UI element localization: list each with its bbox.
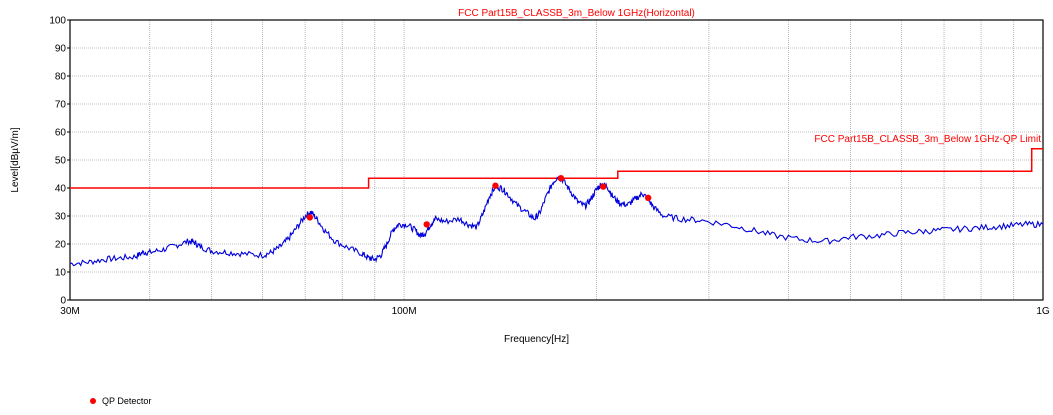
limit-line-label: FCC Part15B_CLASSB_3m_Below 1GHz-QP Limi… [814,134,1041,145]
legend-label: QP Detector [102,396,152,406]
y-tick-label: 100 [49,16,66,27]
y-tick-label: 30 [55,212,67,223]
qp-detector-point [492,182,499,189]
y-axis-label: Level[dBµV/m] [10,127,21,192]
points-layer [306,175,652,228]
qp-detector-point [423,221,430,228]
qp-detector-point [306,214,314,221]
text-layer: 0 10 20 30 40 50 60 70 80 90 100 30M 100M 1G Frequency… [10,8,1050,345]
y-tick-label: 50 [55,156,67,167]
y-tick-label: 40 [55,184,67,195]
y-tick-label: 90 [55,44,67,55]
qp-detector-point [600,183,607,190]
y-tick-label: 0 [60,296,66,307]
grid-layer [69,19,1044,301]
qp-limit-line [70,148,1043,189]
qp-detector-marker-icon [90,398,96,404]
limit-layer [70,148,1043,189]
x-tick-label: 100M [392,306,417,317]
x-axis-label: Frequency[Hz] [504,334,569,345]
y-tick-label: 80 [55,72,67,83]
chart-title: FCC Part15B_CLASSB_3m_Below 1GHz(Horizon… [458,8,695,19]
legend: QP Detector [90,396,151,406]
y-tick-label: 70 [55,100,67,111]
x-tick-label: 1G [1036,306,1050,317]
qp-detector-point [557,175,565,182]
y-tick-label: 60 [55,128,67,139]
measurement-trace [69,176,1044,267]
x-tick-label: 30M [60,306,79,317]
trace-layer [69,176,1044,267]
y-tick-label: 20 [55,240,67,251]
y-tick-label: 10 [55,268,67,279]
qp-detector-point [644,194,652,201]
